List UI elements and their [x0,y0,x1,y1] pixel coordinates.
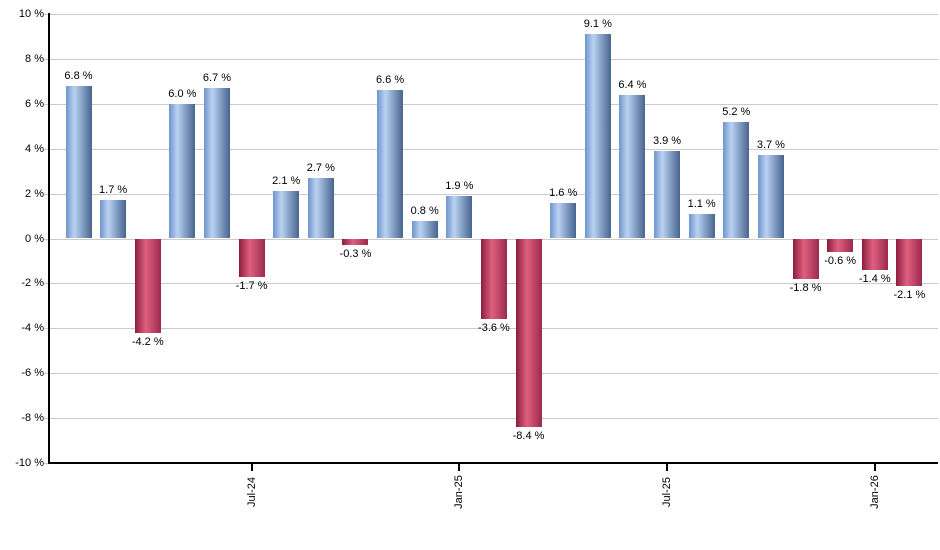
bar-Jul-24 [238,238,265,277]
y-axis-tick-label: -6 % [21,367,44,380]
bar-value-label: 2.1 % [272,175,301,188]
y-axis-tick [44,328,48,330]
y-axis-tick-label: -2 % [21,277,44,290]
bar-value-label: 6.0 % [168,87,197,100]
bar-value-label: 6.4 % [618,78,647,91]
gridline [50,58,938,60]
bar-value-label: 9.1 % [583,18,612,31]
gridline [50,103,938,105]
y-axis-tick-label: 2 % [25,187,44,200]
y-axis-line [48,13,50,464]
y-axis-tick-label: 10 % [18,8,44,20]
bar-Sep-25 [723,121,750,239]
bar-Nov-25 [792,238,819,279]
y-axis-tick [44,283,48,285]
bar-value-label: -8.4 % [512,430,545,443]
x-axis-tick-label: Jan-26 [868,475,881,509]
bar-Dec-25 [827,238,854,252]
gridline [50,373,938,375]
bar-value-label: 1.1 % [687,197,716,210]
y-axis-tick-label: -10 % [15,457,44,469]
y-axis-tick-label: 4 % [25,142,44,155]
bar-value-label: -1.8 % [789,281,822,294]
bar-value-label: -3.6 % [478,322,510,335]
y-axis-tick [44,14,48,15]
x-axis-tick [458,464,461,471]
x-axis-tick [250,464,253,471]
bar-value-label: 6.6 % [376,74,405,87]
bar-value-label: 1.9 % [445,179,474,192]
x-axis-tick-label: Jan-25 [453,475,466,509]
bar-Oct-25 [757,155,784,239]
bar-value-label: 1.6 % [549,186,578,199]
y-axis-tick-label: 8 % [25,52,44,65]
bar-Sep-24 [307,177,334,239]
y-axis-tick [44,103,48,105]
bar-Aug-24 [273,191,300,239]
bar-value-label: -1.4 % [858,272,891,285]
y-axis-tick [44,238,48,240]
bar-Jan-26 [861,238,888,270]
bar-value-label: -4.2 % [131,335,164,348]
x-axis-tick [873,464,876,471]
y-axis-tick [44,418,48,420]
y-axis-tick [44,463,48,464]
x-axis-tick-label: Jul-24 [245,477,258,507]
bar-Jun-25 [619,94,646,239]
bar-Jan-25 [446,195,473,239]
bar-Aug-25 [688,213,715,239]
bar-Feb-26 [896,238,923,286]
y-axis-tick [44,58,48,60]
bar-Mar-25 [515,238,542,428]
bar-value-label: -1.7 % [235,279,268,292]
bar-value-label: 3.9 % [652,134,682,147]
bar-May-24 [169,103,196,239]
bar-Dec-24 [411,220,438,239]
bar-value-label: 6.8 % [64,69,93,82]
bar-value-label: 0.8 % [410,204,439,217]
gridline [50,193,938,195]
gridline [50,14,938,15]
y-axis-tick-label: -8 % [21,412,44,425]
bar-Oct-24 [342,238,369,246]
bar-value-label: 1.7 % [99,184,128,197]
y-axis-tick [44,193,48,195]
bar-value-label: -2.1 % [893,288,926,301]
bar-Apr-24 [134,238,161,333]
y-axis-tick-label: -4 % [21,322,44,335]
y-axis-tick-label: 6 % [25,97,44,110]
y-axis-tick-label: 0 % [25,232,44,245]
bar-value-label: -0.3 % [339,248,372,261]
gridline [50,418,938,420]
bar-value-label: 3.7 % [756,139,785,152]
bar-value-label: 2.7 % [306,161,335,174]
bar-value-label: -0.6 % [824,254,857,267]
y-axis-tick [44,373,48,375]
bar-Apr-25 [550,202,577,239]
bar-Feb-25 [480,238,507,320]
x-axis-tick [666,464,669,471]
x-axis-tick-label: Jul-25 [661,477,674,507]
x-axis-line [48,462,938,464]
bar-Jun-24 [203,88,230,239]
gridline [50,148,938,150]
bar-Jul-25 [654,150,681,239]
bar-value-label: 6.7 % [202,72,232,85]
bar-Mar-24 [100,200,127,239]
bar-value-label: 5.2 % [722,105,751,118]
bar-Feb-24 [65,85,92,239]
gridline [50,328,938,330]
y-axis-tick [44,148,48,150]
bar-May-25 [584,34,611,239]
bar-Nov-24 [377,90,404,239]
